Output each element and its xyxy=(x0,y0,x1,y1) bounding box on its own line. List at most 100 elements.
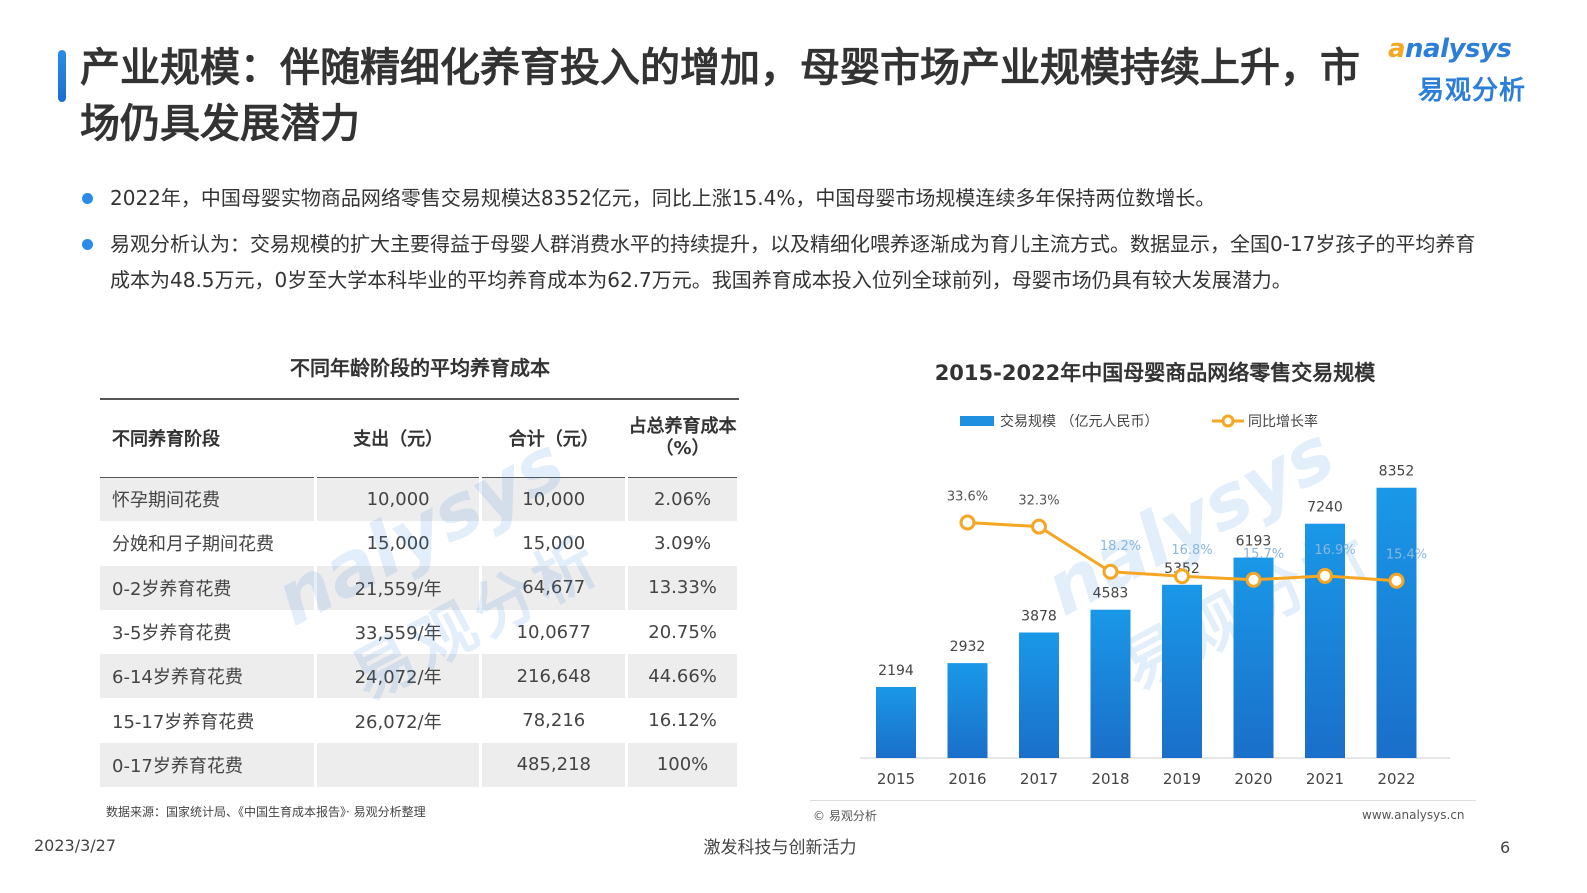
table-cell: 3-5岁养育花费 xyxy=(100,609,317,655)
chart-title: 2015-2022年中国母婴商品网络零售交易规模 xyxy=(934,361,1376,385)
table-cell: 64,677 xyxy=(480,565,629,610)
table-cell: 10,000 xyxy=(480,477,629,522)
bar-value-label: 6193 xyxy=(1236,534,1272,550)
x-tick-label: 2018 xyxy=(1091,770,1129,788)
table-cell: 26,072/年 xyxy=(315,698,483,743)
bar xyxy=(947,663,988,758)
table-cell: 21,559/年 xyxy=(315,565,483,610)
table-cell: 216,648 xyxy=(480,654,629,699)
bar xyxy=(876,687,916,758)
table-cell: 6-14岁养育花费 xyxy=(100,654,317,699)
bar xyxy=(1376,487,1417,758)
legend-bar-swatch xyxy=(960,416,994,426)
bar-value-label: 7240 xyxy=(1307,500,1343,516)
table-cell: 16.12% xyxy=(626,698,740,743)
table-row: 3-5岁养育花费 33,559/年 10,0677 20.75% xyxy=(100,609,740,655)
bullet-text: 易观分析认为：交易规模的扩大主要得益于母婴人群消费水平的持续提升，以及精细化喂养… xyxy=(110,232,1476,292)
logo-wordmark-text: nalysys xyxy=(1405,34,1512,64)
growth-point xyxy=(1388,572,1405,589)
table-cell: 15,000 xyxy=(480,521,629,566)
growth-value-label: 18.2% xyxy=(1100,539,1141,554)
table-title: 不同年龄阶段的平均养育成本 xyxy=(290,356,550,380)
table-cell: 10,000 xyxy=(315,477,483,522)
growth-value-label: 32.3% xyxy=(1018,494,1059,509)
bullet-item: 易观分析认为：交易规模的扩大主要得益于母婴人群消费水平的持续提升，以及精细化喂养… xyxy=(80,226,1480,298)
bullet-dot-icon xyxy=(82,193,93,204)
legend-line-label: 同比增长率 xyxy=(1248,413,1318,430)
x-tick-label: 2019 xyxy=(1163,770,1201,788)
chart-credit-text: 易观分析 xyxy=(828,809,877,823)
table-cell: 13.33% xyxy=(626,565,740,610)
footer-slogan: 激发科技与创新活力 xyxy=(703,838,857,858)
table-cell: 15,000 xyxy=(315,521,483,566)
bar xyxy=(1019,632,1059,758)
table-header-cell: 占总养育成本（%） xyxy=(626,398,739,478)
chart-credit: © 易观分析 xyxy=(813,809,877,823)
table-cell: 100% xyxy=(626,742,740,788)
growth-point xyxy=(1245,571,1262,588)
bullet-item: 2022年，中国母婴实物商品网络零售交易规模达8352亿元，同比上涨15.4%，… xyxy=(80,180,1480,216)
growth-point xyxy=(1031,518,1047,535)
table-row: 怀孕期间花费 10,000 10,000 2.06% xyxy=(100,477,740,522)
table-cell: 0-2岁养育花费 xyxy=(100,565,317,610)
growth-point xyxy=(1102,563,1119,580)
logo-wordmark: analysys xyxy=(1388,34,1512,64)
table-cell: 24,072/年 xyxy=(315,654,483,699)
table-cell: 20.75% xyxy=(626,609,740,655)
table-cell: 10,0677 xyxy=(480,609,629,655)
logo-chinese: 易观分析 xyxy=(1418,76,1527,106)
market-size-chart: 交易规模 （亿元人民币） 同比增长率 2194 2015 2932 2016 3878 201… xyxy=(860,413,1450,788)
table-row: 分娩和月子期间花费 15,000 15,000 3.09% xyxy=(100,521,740,566)
bar-value-label: 4583 xyxy=(1093,586,1129,602)
bar-value-label: 8352 xyxy=(1379,464,1415,480)
growth-point xyxy=(1317,567,1333,584)
chart-divider xyxy=(810,800,1476,801)
bar xyxy=(1162,584,1202,758)
data-source-note: 数据来源：国家统计局、《中国生育成本报告》· 易观分析整理 xyxy=(106,805,426,819)
table-cell: 33,559/年 xyxy=(315,609,483,655)
growth-value-label: 15.4% xyxy=(1386,548,1427,563)
bar xyxy=(1233,557,1274,758)
growth-value-label: 33.6% xyxy=(947,489,988,504)
table-cell: 15-17岁养育花费 xyxy=(100,698,317,743)
table-cell: 485,218 xyxy=(480,742,629,788)
bar xyxy=(1305,523,1345,758)
table-cell: 78,216 xyxy=(480,698,629,743)
table-cell: 分娩和月子期间花费 xyxy=(100,521,317,566)
footer-date: 2023/3/27 xyxy=(34,836,117,855)
table-cell: 怀孕期间花费 xyxy=(100,477,317,522)
logo-swirl: a xyxy=(1388,34,1406,64)
table-row: 0-17岁养育花费 485,218 100% xyxy=(100,742,740,788)
bullet-text: 2022年，中国母婴实物商品网络零售交易规模达8352亿元，同比上涨15.4%，… xyxy=(110,186,1216,210)
table-row: 15-17岁养育花费 26,072/年 78,216 16.12% xyxy=(100,698,740,743)
table-row: 6-14岁养育花费 24,072/年 216,648 44.66% xyxy=(100,654,740,699)
bar xyxy=(1090,609,1131,758)
title-accent-bar xyxy=(58,50,66,102)
table-row: 0-2岁养育花费 21,559/年 64,677 13.33% xyxy=(100,565,740,610)
table-cell: 44.66% xyxy=(626,654,740,699)
table-cell: 2.06% xyxy=(626,477,740,522)
growth-point xyxy=(1174,568,1190,585)
growth-value-label: 15.7% xyxy=(1243,547,1284,562)
bullet-list: 2022年，中国母婴实物商品网络零售交易规模达8352亿元，同比上涨15.4%，… xyxy=(80,180,1480,308)
legend-bar-label: 交易规模 （亿元人民币） xyxy=(1000,413,1158,430)
table-header-cell: 不同养育阶段 xyxy=(100,398,316,478)
bar-value-label: 2932 xyxy=(950,639,986,655)
table-cell: 3.09% xyxy=(626,521,740,566)
x-tick-label: 2021 xyxy=(1306,770,1344,788)
legend-line-marker xyxy=(1221,414,1235,428)
table-cell xyxy=(315,742,483,788)
bar-value-label: 2194 xyxy=(878,663,914,679)
bullet-dot-icon xyxy=(82,239,93,250)
bar-value-label: 3878 xyxy=(1021,609,1057,625)
chart-site-url: www.analysys.cn xyxy=(1362,808,1465,822)
page-number: 6 xyxy=(1500,838,1511,857)
growth-value-label: 16.9% xyxy=(1314,543,1355,558)
table-cell: 0-17岁养育花费 xyxy=(100,742,317,788)
table-header-row: 不同养育阶段 支出（元） 合计（元） 占总养育成本（%） xyxy=(100,398,739,478)
x-tick-label: 2015 xyxy=(877,770,915,788)
table-header-cell: 支出（元） xyxy=(315,398,481,478)
analysys-logo: analysys 易观分析 xyxy=(1388,34,1548,114)
x-tick-label: 2022 xyxy=(1377,770,1415,788)
growth-value-label: 16.8% xyxy=(1171,543,1212,558)
